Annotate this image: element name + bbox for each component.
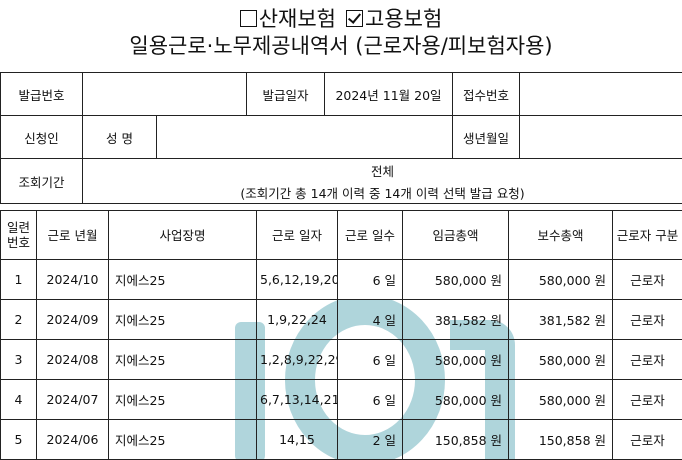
cell-worker-type: 근로자 [613,300,682,340]
cell-wage-total: 580,000 원 [403,380,509,420]
cell-worker-type: 근로자 [613,380,682,420]
table-row: 3 2024/08 지에스25 1,2,8,9,22,29 6 일 580,00… [1,340,682,380]
cell-wage-total: 580,000 원 [403,340,509,380]
issue-no-value [83,73,247,116]
col-wage-total: 임금총액 [403,211,509,260]
cell-day-count: 6 일 [338,380,403,420]
cell-seq: 5 [1,420,37,460]
col-workplace: 사업장명 [109,211,257,260]
cell-workplace: 지에스25 [109,260,257,300]
table-header-row: 일련 번호 근로 년월 사업장명 근로 일자 근로 일수 임금총액 보수총액 근… [1,211,682,260]
col-day-count: 근로 일수 [338,211,403,260]
cell-day-count: 2 일 [338,420,403,460]
cell-seq: 1 [1,260,37,300]
cell-workplace: 지에스25 [109,340,257,380]
period-label: 조회기간 [1,159,83,204]
document-title: 일용근로·노무제공내역서 (근로자용/피보험자용) [0,32,682,60]
col-pay-total: 보수총액 [509,211,613,260]
cell-workplace: 지에스25 [109,300,257,340]
period-value: 전체 [83,159,682,182]
cell-workplace: 지에스25 [109,420,257,460]
cell-worker-type: 근로자 [613,340,682,380]
cell-day-count: 4 일 [338,300,403,340]
work-history-table: 일련 번호 근로 년월 사업장명 근로 일자 근로 일수 임금총액 보수총액 근… [0,210,682,460]
col-work-days: 근로 일자 [257,211,338,260]
employment-insurance-label: 고용보험 [365,7,442,31]
cell-seq: 3 [1,340,37,380]
cell-pay-total: 580,000 원 [509,380,613,420]
cell-wage-total: 381,582 원 [403,300,509,340]
cell-pay-total: 381,582 원 [509,300,613,340]
cell-day-count: 6 일 [338,260,403,300]
cell-pay-total: 580,000 원 [509,260,613,300]
applicant-label: 신청인 [1,116,83,159]
issue-no-label: 발급번호 [1,73,83,116]
cell-worker-type: 근로자 [613,420,682,460]
cell-work-days: 14,15 [260,433,334,446]
name-label: 성 명 [83,116,157,159]
cell-day-count: 6 일 [338,340,403,380]
cell-year-month: 2024/09 [37,300,109,340]
cell-pay-total: 150,858 원 [509,420,613,460]
cell-workplace: 지에스25 [109,380,257,420]
cell-wage-total: 580,000 원 [403,260,509,300]
table-row: 4 2024/07 지에스25 6,7,13,14,21,28 6 일 580,… [1,380,682,420]
cell-year-month: 2024/08 [37,340,109,380]
employment-insurance-checkbox[interactable] [346,10,363,27]
cell-year-month: 2024/06 [37,420,109,460]
cell-seq: 4 [1,380,37,420]
period-note: (조회기간 총 14개 이력 중 14개 이력 선택 발급 요청) [83,181,682,204]
issue-info-table: 발급번호 발급일자 2024년 11월 20일 접수번호 신청인 성 명 생년월… [0,72,682,204]
cell-year-month: 2024/07 [37,380,109,420]
receipt-no-label: 접수번호 [453,73,520,116]
col-year-month: 근로 년월 [37,211,109,260]
cell-work-days: 6,7,13,14,21,28 [260,393,334,406]
issue-date-value: 2024년 11월 20일 [325,73,453,116]
industrial-insurance-checkbox[interactable] [240,10,257,27]
insurance-type-line: 산재보험 고용보험 [0,6,682,32]
issue-date-label: 발급일자 [247,73,325,116]
cell-pay-total: 580,000 원 [509,340,613,380]
birth-value [520,116,682,159]
cell-work-days: 1,9,22,24 [260,313,334,326]
industrial-insurance-label: 산재보험 [259,7,336,31]
col-worker-type: 근로자 구분 [613,211,682,260]
cell-wage-total: 150,858 원 [403,420,509,460]
name-value [157,116,453,159]
cell-year-month: 2024/10 [37,260,109,300]
cell-seq: 2 [1,300,37,340]
table-row: 2 2024/09 지에스25 1,9,22,24 4 일 381,582 원 … [1,300,682,340]
table-row: 5 2024/06 지에스25 14,15 2 일 150,858 원 150,… [1,420,682,460]
birth-label: 생년월일 [453,116,520,159]
table-row: 1 2024/10 지에스25 5,6,12,19,20,27 6 일 580,… [1,260,682,300]
cell-work-days: 5,6,12,19,20,27 [260,273,334,286]
cell-work-days: 1,2,8,9,22,29 [260,353,334,366]
receipt-no-value [520,73,682,116]
col-seq: 일련 번호 [1,211,37,260]
cell-worker-type: 근로자 [613,260,682,300]
